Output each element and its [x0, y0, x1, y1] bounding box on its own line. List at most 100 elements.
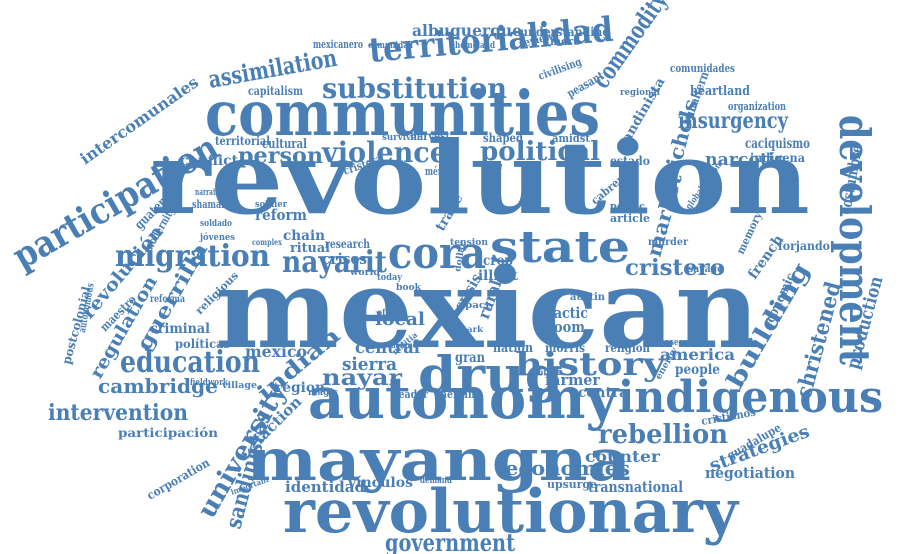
word-participacion: participación — [118, 426, 218, 440]
word-albuquerque: albuquerque — [412, 21, 522, 40]
word-migration: migration — [115, 239, 270, 274]
word-book: book — [396, 283, 422, 293]
word-world: world — [349, 268, 381, 278]
word-regional: regional — [620, 88, 661, 98]
word-magic: magic — [308, 388, 339, 398]
word-morris: morris — [545, 341, 585, 355]
word-politicas: políticas — [175, 337, 230, 351]
word-more: more — [550, 35, 580, 48]
word-fieldwork: fieldwork — [190, 378, 229, 388]
word-mexican: mexican — [215, 244, 760, 373]
word-territorial: territorial — [215, 134, 270, 148]
word-tactic: tactic — [548, 304, 588, 322]
word-conflict: conflict — [180, 153, 239, 169]
word-government: government — [385, 528, 515, 554]
word-caciquismo: caciquismo — [745, 136, 810, 152]
word-region: region — [275, 380, 325, 396]
word-intervention: intervention — [48, 400, 188, 426]
word-drug: drug — [418, 345, 563, 404]
word-chain: chain — [283, 228, 325, 244]
word-savage: savage — [688, 264, 723, 275]
word-heartland: heartland — [690, 84, 750, 99]
word-forjando: forjando — [778, 239, 830, 253]
word-merida: mérida — [425, 165, 455, 178]
word-soldier: soldier — [255, 200, 287, 210]
word-official: official — [377, 307, 407, 317]
word-political: political — [480, 137, 600, 167]
word-capitalism: capitalism — [248, 84, 303, 98]
word-migration: migration — [115, 239, 270, 274]
word-pact: pact — [465, 301, 491, 311]
word-revolution: revolution — [150, 119, 810, 237]
word-amidst: amidst — [552, 132, 591, 145]
word-soldado: soldado — [200, 219, 232, 229]
word-austin: austin — [570, 292, 606, 303]
word-mexicanero: mexicanero — [313, 38, 363, 51]
word-mexico: mexico — [245, 342, 307, 361]
word-jovenes: jóvenes — [199, 232, 235, 243]
word-organization: organization — [728, 100, 786, 113]
word-homeland: homeland — [455, 41, 496, 51]
word-politic: politic — [610, 200, 645, 213]
word-economies: economies — [505, 456, 630, 480]
word-murder: murder — [648, 237, 689, 248]
word-survival: survival — [382, 133, 421, 143]
word-nayarit: nayarit — [282, 245, 387, 280]
word-comunidades: comunidades — [670, 62, 735, 75]
word-upsurge: upsurge — [547, 478, 597, 491]
word-development: development — [830, 115, 879, 365]
word-boom: boom — [545, 318, 585, 336]
word-nation: nation — [493, 341, 533, 356]
word-person: person — [238, 143, 323, 169]
word-nayar: nayar — [322, 365, 402, 391]
word-ritual: ritual — [290, 241, 330, 256]
word-education: education — [120, 345, 260, 380]
word-alliance: alliance — [643, 338, 673, 348]
word-religion: religion — [605, 341, 650, 355]
word-violence: violence — [321, 136, 447, 169]
word-state: state — [490, 222, 630, 273]
word-cambridge: cambridge — [98, 374, 218, 398]
word-illicit: illicit — [478, 268, 519, 284]
word-indigenous: indigenous — [618, 372, 883, 423]
word-indigena: indígena — [750, 151, 805, 165]
word-comunidad: comunidad — [368, 41, 414, 51]
word-insurgency: insurgency — [678, 108, 789, 134]
word-harvest: harvest — [410, 129, 450, 143]
word-crises: crises — [322, 250, 367, 268]
word-heroin: heroin — [440, 388, 475, 401]
word-farmer: farmer — [545, 371, 601, 389]
word-narrative: narrative — [195, 188, 225, 198]
word-rebellion: rebellion — [598, 420, 728, 450]
word-reforma: reforma — [150, 294, 185, 305]
word-demand: demand — [420, 476, 453, 486]
word-central: central — [355, 337, 420, 358]
word-negotiation: negotiation — [705, 464, 795, 482]
word-criminal: criminal — [150, 321, 210, 337]
word-article: article — [610, 212, 650, 225]
word-vinculos: vínculos — [347, 475, 413, 491]
word-counter: counter — [585, 447, 661, 466]
word-substitution: substitution — [322, 72, 507, 105]
word-revolutionary: revolutionary — [283, 477, 740, 547]
word-identidad: identidad — [285, 478, 366, 496]
word-transnational: transnational — [588, 478, 683, 496]
word-mayangna: mayangna — [246, 426, 631, 494]
word-research: research — [325, 237, 370, 251]
word-reform: reform — [255, 206, 307, 224]
word-estado: estado — [610, 154, 650, 168]
word-complex: complex — [252, 237, 282, 247]
word-village: village — [221, 381, 257, 391]
word-security: security — [670, 338, 703, 348]
word-context: context — [528, 367, 560, 377]
word-leader: leader — [395, 388, 428, 401]
word-mark: mark — [458, 324, 483, 334]
word-contra: contra — [578, 385, 628, 401]
word-autonomy: autonomy — [308, 364, 620, 432]
word-local: local — [375, 309, 425, 330]
word-shaped: shaped — [483, 131, 524, 145]
word-gran: gran — [455, 350, 485, 366]
word-cultural: cultural — [262, 137, 307, 152]
word-cristero: cristero — [625, 255, 725, 281]
